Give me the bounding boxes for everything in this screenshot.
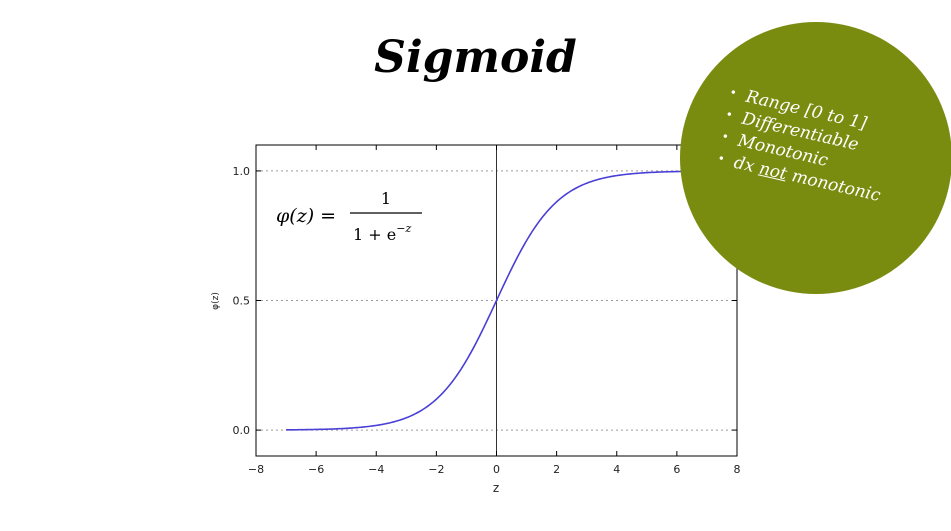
x-tick-label: −8 — [248, 463, 264, 476]
formula-lhs: φ(z) = — [276, 205, 336, 227]
property-text-suffix: monotonic — [784, 164, 883, 207]
x-tick-label: −6 — [308, 463, 324, 476]
curve-layer — [286, 170, 707, 431]
bullet-icon: • — [724, 106, 735, 123]
formula-denominator: 1 + e−z — [353, 222, 411, 244]
bullet-icon: • — [728, 84, 739, 101]
formula-den-base: 1 + e — [353, 225, 396, 244]
tick-labels: −8 −6 −4 −2 0 2 4 6 8 0.0 0.5 1.0 — [233, 165, 741, 476]
x-tick-label: 2 — [553, 463, 560, 476]
bullet-icon: • — [720, 128, 731, 145]
formula-numerator: 1 — [381, 189, 391, 208]
y-axis-label: φ(z) — [211, 292, 221, 310]
y-tick-label: 0.0 — [233, 424, 251, 437]
bullet-icon: • — [716, 150, 727, 167]
x-tick-label: 6 — [673, 463, 680, 476]
x-tick-label: 4 — [613, 463, 620, 476]
x-tick-label: 0 — [493, 463, 500, 476]
properties-badge: • Range [0 to 1] • Differentiable • Monoton… — [680, 22, 951, 294]
sigmoid-curve — [286, 170, 707, 431]
slide-title: Sigmoid — [374, 32, 577, 83]
x-tick-label: −2 — [428, 463, 444, 476]
x-tick-label: 8 — [734, 463, 741, 476]
x-axis-label: z — [493, 481, 499, 495]
formula-den-exp: −z — [396, 222, 411, 235]
y-tick-label: 1.0 — [233, 165, 251, 178]
formula-annotation: φ(z) = 1 1 + e−z — [276, 189, 422, 244]
y-tick-label: 0.5 — [233, 295, 251, 308]
x-tick-label: −4 — [368, 463, 384, 476]
